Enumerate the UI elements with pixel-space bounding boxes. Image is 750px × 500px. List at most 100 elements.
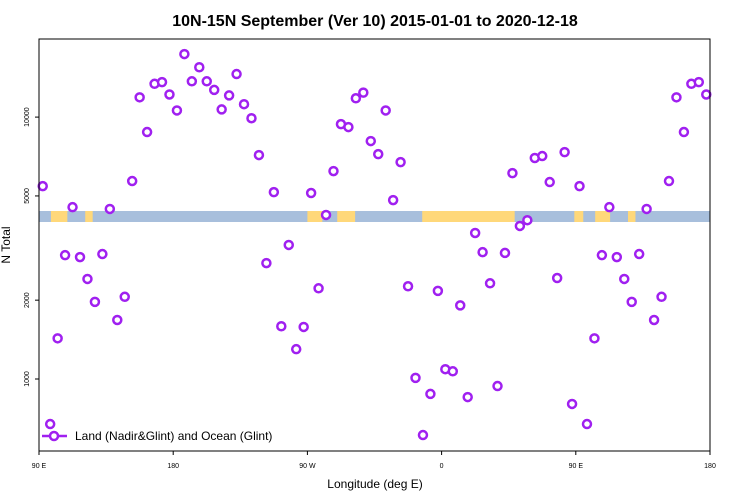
data-point <box>59 249 71 261</box>
data-point <box>395 156 406 168</box>
data-point <box>231 68 242 80</box>
data-point <box>89 296 101 308</box>
land-segment <box>595 211 611 222</box>
data-point <box>551 272 563 284</box>
y-tick-label: 10000 <box>24 107 31 127</box>
data-point <box>701 89 712 100</box>
data-point <box>328 165 339 177</box>
data-point <box>507 167 518 179</box>
data-point <box>522 214 533 226</box>
data-point <box>171 105 183 116</box>
data-point <box>447 366 459 377</box>
data-point <box>671 92 682 103</box>
legend-marker <box>48 430 60 442</box>
data-point <box>37 180 48 192</box>
data-point <box>52 333 63 344</box>
plot-frame <box>38 38 711 452</box>
data-point <box>74 251 86 263</box>
data-point <box>372 148 384 160</box>
data-point <box>313 283 324 294</box>
surface-bar <box>39 211 710 222</box>
x-axis-label: Longitude (deg E) <box>327 477 422 491</box>
data-point <box>574 180 585 192</box>
data-point <box>648 314 660 326</box>
data-point <box>283 239 295 251</box>
data-point <box>678 126 690 138</box>
data-point <box>82 273 93 285</box>
data-point <box>611 251 623 263</box>
legend-label: Land (Nadir&Glint) and Ocean (Glint) <box>75 429 272 443</box>
data-point <box>581 418 593 430</box>
x-tick-label: 180 <box>704 463 716 470</box>
data-point <box>626 296 637 308</box>
data-point <box>484 278 496 289</box>
data-point <box>619 273 630 285</box>
data-point <box>164 89 175 100</box>
data-points <box>37 48 712 441</box>
data-point <box>44 418 56 430</box>
land-segment <box>422 211 515 222</box>
y-tick-label: 2000 <box>24 292 31 308</box>
data-point <box>276 321 287 332</box>
data-point <box>261 257 272 269</box>
data-point <box>604 201 615 213</box>
x-tick-label: 90 E <box>32 463 47 470</box>
data-point <box>216 104 227 115</box>
data-point <box>126 175 138 187</box>
chart-title: 10N-15N September (Ver 10) 2015-01-01 to… <box>172 13 578 30</box>
data-point <box>298 321 309 333</box>
data-point <box>380 105 391 116</box>
data-point <box>425 388 436 400</box>
data-point <box>469 227 481 239</box>
data-point <box>268 186 280 198</box>
data-point <box>141 126 153 138</box>
data-point <box>417 429 429 441</box>
land-segment <box>85 211 93 222</box>
data-point <box>656 291 667 303</box>
data-point <box>663 175 675 187</box>
data-point <box>693 76 705 88</box>
data-point <box>410 372 421 384</box>
data-point <box>365 135 377 147</box>
data-point <box>253 149 265 161</box>
ocean-band <box>39 211 710 222</box>
data-point <box>544 176 555 188</box>
data-point <box>179 48 190 60</box>
data-point <box>246 112 257 124</box>
data-point <box>514 220 526 232</box>
x-axis: 90 E 180 90 W 0 90 E 180 <box>32 451 716 470</box>
data-point <box>104 203 116 215</box>
data-point <box>477 246 488 258</box>
data-point <box>194 62 205 73</box>
x-tick-label: 0 <box>440 463 444 470</box>
data-point <box>208 84 220 96</box>
data-point <box>432 285 444 297</box>
land-segment <box>307 211 323 222</box>
data-point <box>358 87 369 98</box>
y-tick-label: 5000 <box>24 188 31 204</box>
data-point <box>305 187 317 199</box>
data-point <box>462 391 473 403</box>
data-point <box>223 90 235 101</box>
y-axis-label: N Total <box>0 226 13 263</box>
data-point <box>156 76 168 88</box>
land-segment <box>337 211 356 222</box>
data-point <box>343 121 354 133</box>
data-point <box>454 300 466 311</box>
data-point <box>387 194 399 206</box>
data-point <box>97 248 108 260</box>
data-point <box>186 76 198 87</box>
land-segment <box>627 211 636 222</box>
data-point <box>492 380 503 392</box>
data-point <box>320 209 332 221</box>
y-axis: 1000 2000 5000 10000 <box>24 107 39 387</box>
data-point <box>499 247 511 259</box>
data-point <box>112 314 123 326</box>
data-point <box>67 201 78 213</box>
data-point <box>633 248 645 260</box>
legend: Land (Nadir&Glint) and Ocean (Glint) <box>42 429 272 443</box>
data-point <box>402 281 414 292</box>
data-point <box>134 92 145 103</box>
